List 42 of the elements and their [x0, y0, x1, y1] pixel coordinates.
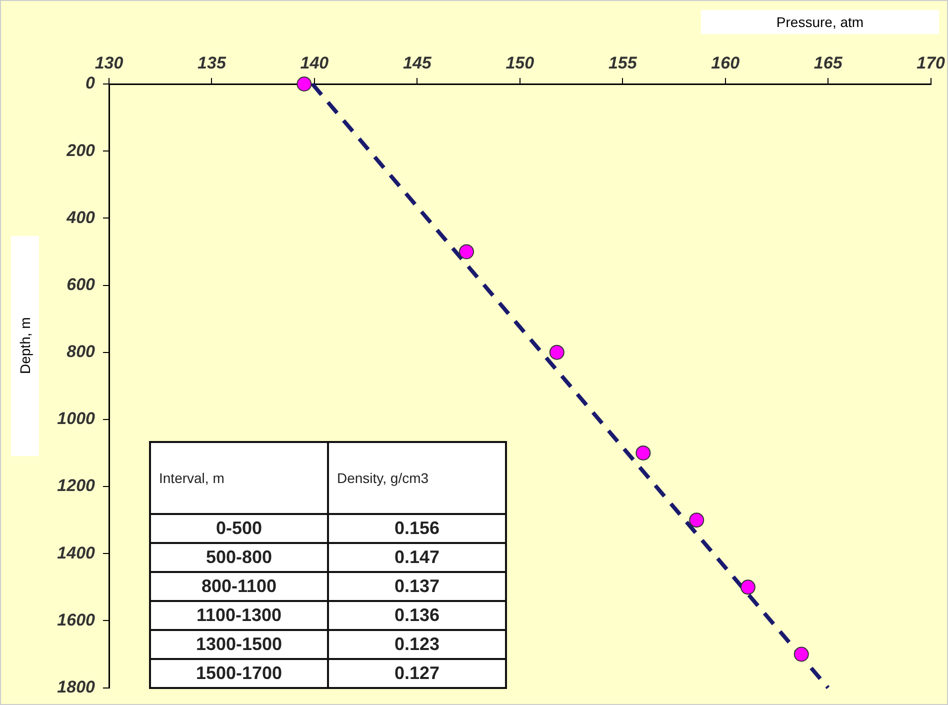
annotation: 1300-1500 [150, 630, 328, 659]
x-tick-label: 140 [300, 53, 330, 72]
point [740, 580, 756, 595]
point [794, 646, 809, 662]
annotation: Interval, m [150, 442, 328, 514]
x-tick-label: 145 [402, 53, 432, 72]
x-tick-label: 170 [916, 53, 946, 72]
annotation: 1100-1300 [150, 601, 328, 630]
annotation: 0.137 [328, 572, 506, 601]
y-tick-label: 800 [66, 342, 96, 362]
point [689, 512, 704, 528]
x-tick-label: 130 [94, 53, 124, 72]
y-tick-label: 400 [66, 208, 96, 227]
annotation: 800-1100 [150, 572, 328, 601]
annotation: 0.156 [328, 514, 506, 543]
y-tick-label: 1600 [57, 610, 96, 630]
y-tick-label: 1200 [57, 476, 96, 496]
y-tick-label: 1400 [57, 543, 96, 562]
x-tick-label: 155 [608, 53, 638, 72]
y-tick-label: 600 [66, 274, 96, 294]
annotation: 0.123 [328, 630, 506, 659]
annotation: 0.136 [328, 601, 506, 630]
annotation: 0.127 [328, 659, 506, 688]
point [296, 76, 312, 92]
annotation: 1500-1700 [150, 659, 328, 688]
x-tick-label: 150 [506, 53, 535, 72]
y-tick-label: 1800 [57, 677, 96, 696]
x-tick-label: 165 [814, 53, 843, 72]
annotation: 500-800 [150, 543, 328, 572]
x-axis-title: Pressure, atm [701, 10, 939, 34]
x-tick-label: 160 [711, 53, 740, 72]
annotation: 0-500 [150, 514, 328, 543]
point [636, 445, 651, 460]
point [458, 244, 474, 260]
y-tick-label: 1000 [57, 409, 96, 428]
y-tick-label: 200 [66, 140, 96, 160]
y-tick-label: 0 [86, 74, 96, 93]
point [549, 344, 564, 360]
annotation: 0.147 [328, 543, 506, 572]
x-tick-label: 135 [198, 53, 226, 72]
annotation: Density, g/cm3 [328, 442, 506, 514]
y-axis-title: Depth, m [11, 236, 39, 456]
